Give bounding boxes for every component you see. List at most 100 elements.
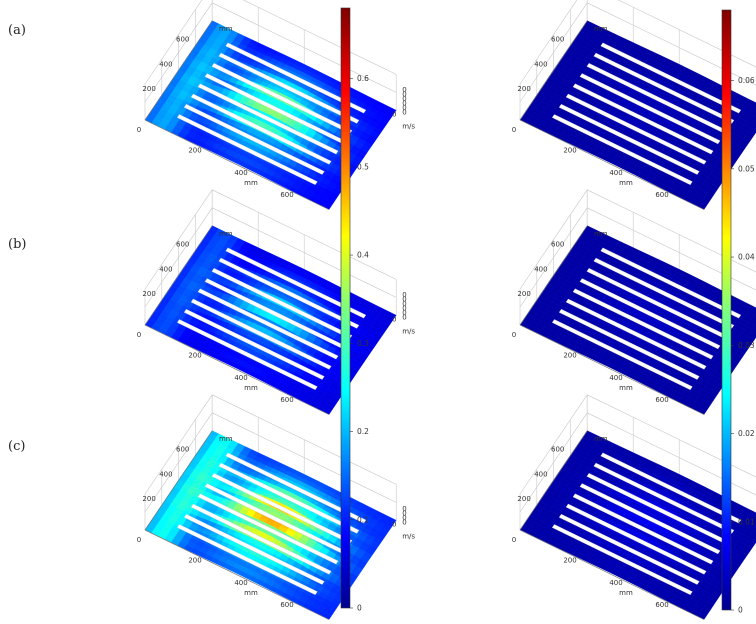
x-axis-unit: mm (244, 384, 258, 392)
y-axis-unit: mm (594, 435, 608, 443)
x-axis-unit: mm (619, 179, 633, 187)
velocity-colorbar-tick-label-6: 0.6 (357, 74, 369, 83)
grid-line (144, 0, 397, 85)
y-tick-1: 400 (159, 60, 172, 68)
y-axis-unit: mm (219, 435, 233, 443)
y-tick-0: 200 (517, 290, 530, 298)
panel-label-0: (a) (8, 23, 26, 38)
z-tick-3: 0 (402, 95, 406, 103)
z-axis-unit: m/s (402, 532, 415, 540)
y-tick-1: 400 (534, 470, 547, 478)
x-zero-tick: 0 (137, 126, 141, 134)
displacement-colorbar-gradient (721, 9, 732, 611)
velocity-colorbar-tick-label-0: 0 (357, 604, 362, 613)
x-tick-2: 600 (280, 601, 293, 609)
x-tick-2: 600 (655, 601, 668, 609)
x-zero-tick: 0 (512, 331, 516, 339)
y-axis-line (144, 20, 213, 121)
x-zero-tick: 0 (137, 331, 141, 339)
y-tick-2: 600 (551, 36, 564, 44)
displacement-colorbar-tick-label-0: 0 (738, 606, 743, 615)
x-zero-tick: 0 (137, 536, 141, 544)
slot (197, 83, 339, 155)
y-axis-unit: mm (219, 230, 233, 238)
y-axis-unit: mm (594, 230, 608, 238)
x-axis-unit: mm (244, 589, 258, 597)
y-tick-0: 200 (142, 290, 155, 298)
y-tick-0: 200 (142, 85, 155, 93)
velocity-colorbar-gradient (340, 7, 351, 609)
x-tick-1: 400 (609, 374, 622, 382)
x-axis-unit: mm (244, 179, 258, 187)
velocity-colorbar-tick-label-1: 0.1 (357, 515, 369, 524)
x-axis-unit: mm (619, 384, 633, 392)
x-tick-2: 600 (280, 191, 293, 199)
x-tick-1: 400 (234, 579, 247, 587)
velocity-colorbar-tick-label-3: 0.3 (357, 339, 369, 348)
z-axis-unit: m/s (402, 327, 415, 335)
z-tick-1: 0 (402, 104, 406, 112)
slot (190, 93, 332, 165)
z-axis-unit: m/s (402, 122, 415, 130)
velocity-slots-0 (176, 42, 367, 186)
x-tick-1: 400 (609, 579, 622, 587)
displacement-panel-row-0: 2004006000mm200400600mm0204060 (512, 0, 756, 210)
slot (218, 52, 360, 124)
x-tick-0: 200 (188, 146, 201, 154)
x-tick-0: 200 (563, 351, 576, 359)
grid-line (519, 2, 756, 103)
y-zero-tick: 0 (392, 520, 396, 528)
y-tick-0: 200 (142, 495, 155, 503)
x-tick-1: 400 (234, 374, 247, 382)
velocity-colorbar-tick-label-5: 0.5 (357, 162, 369, 171)
y-tick-2: 600 (176, 241, 189, 249)
x-tick-2: 600 (655, 191, 668, 199)
x-tick-1: 400 (609, 169, 622, 177)
y-tick-2: 600 (551, 241, 564, 249)
velocity-colorbar-tick-label-4: 0.4 (357, 251, 369, 260)
x-axis-unit: mm (619, 589, 633, 597)
z-tick-3: 0 (402, 505, 406, 513)
y-tick-2: 600 (551, 446, 564, 454)
y-tick-0: 200 (517, 85, 530, 93)
x-tick-1: 400 (234, 169, 247, 177)
x-tick-2: 600 (280, 396, 293, 404)
z-tick-2: 0 (402, 99, 406, 107)
grid-line (144, 2, 397, 103)
displacement-colorbar-tick-label-5: 0.05 (738, 164, 755, 173)
x-tick-2: 600 (655, 396, 668, 404)
slot (211, 63, 353, 134)
displacement-colorbar-tick-label-4: 0.04 (738, 253, 755, 262)
y-axis-unit: mm (594, 25, 608, 33)
displacement-colorbar-tick-label-2: 0.02 (738, 429, 755, 438)
x-zero-tick: 0 (512, 126, 516, 134)
y-tick-1: 400 (159, 470, 172, 478)
x-axis-line (144, 119, 330, 210)
surface-cell (386, 106, 397, 115)
z-tick-5: 0 (402, 291, 406, 299)
grid-line (519, 0, 756, 85)
y-zero-tick: 0 (392, 315, 396, 323)
x-tick-0: 200 (188, 351, 201, 359)
x-tick-0: 200 (563, 556, 576, 564)
slot (183, 103, 325, 175)
y-zero-tick: 0 (392, 110, 396, 118)
y-tick-1: 400 (159, 265, 172, 273)
slot (176, 114, 318, 186)
velocity-colorbar-tick-label-2: 0.2 (357, 427, 369, 436)
y-tick-1: 400 (534, 265, 547, 273)
z-tick-0: 0 (402, 108, 406, 116)
y-axis-unit: mm (219, 25, 233, 33)
x-zero-tick: 0 (512, 536, 516, 544)
panel-label-2: (c) (8, 439, 25, 454)
y-tick-0: 200 (517, 495, 530, 503)
slot (225, 42, 367, 114)
